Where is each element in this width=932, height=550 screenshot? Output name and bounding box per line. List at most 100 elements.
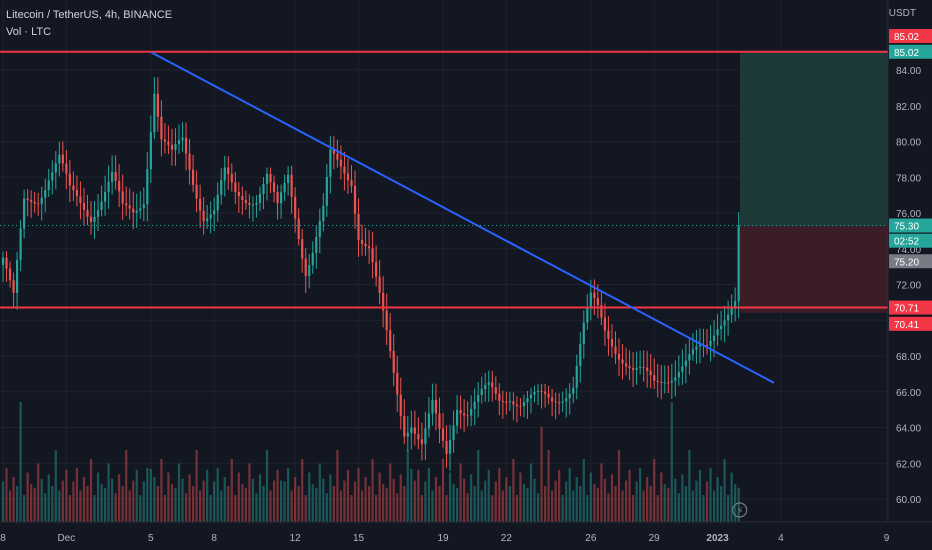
candle-body[interactable]	[255, 203, 258, 205]
candle-body[interactable]	[311, 252, 314, 266]
candle-body[interactable]	[128, 205, 131, 209]
candle-body[interactable]	[684, 360, 687, 367]
candle-body[interactable]	[558, 402, 561, 404]
candle-body[interactable]	[579, 343, 582, 366]
candle-body[interactable]	[234, 182, 237, 192]
candle-body[interactable]	[448, 439, 452, 454]
candle-body[interactable]	[434, 399, 438, 414]
candle-body[interactable]	[543, 391, 547, 394]
candle-body[interactable]	[649, 370, 652, 376]
candle-body[interactable]	[392, 350, 395, 373]
candle-body[interactable]	[346, 173, 350, 181]
candle-body[interactable]	[23, 198, 26, 229]
candle-body[interactable]	[424, 428, 427, 445]
candle-body[interactable]	[181, 137, 184, 141]
candle-body[interactable]	[279, 192, 283, 204]
candle-body[interactable]	[248, 203, 251, 205]
candle-body[interactable]	[646, 367, 649, 371]
candle-body[interactable]	[382, 292, 385, 311]
candle-body[interactable]	[163, 139, 167, 142]
candle-body[interactable]	[364, 243, 367, 247]
candle-body[interactable]	[413, 427, 416, 435]
time-axis[interactable]	[0, 522, 932, 550]
candle-body[interactable]	[575, 365, 578, 388]
candle-body[interactable]	[111, 172, 114, 182]
candle-body[interactable]	[75, 190, 79, 197]
candle-body[interactable]	[737, 225, 740, 302]
candle-body[interactable]	[603, 317, 607, 331]
candle-body[interactable]	[681, 366, 684, 373]
candle-body[interactable]	[47, 180, 50, 190]
candle-body[interactable]	[631, 368, 635, 371]
candle-body[interactable]	[332, 149, 335, 154]
candle-body[interactable]	[125, 203, 128, 206]
candle-body[interactable]	[491, 382, 494, 388]
candle-body[interactable]	[385, 310, 388, 331]
candle-body[interactable]	[61, 154, 64, 164]
candle-body[interactable]	[653, 375, 656, 381]
candle-body[interactable]	[93, 216, 96, 223]
candle-body[interactable]	[628, 366, 631, 369]
candle-body[interactable]	[540, 390, 543, 392]
candle-body[interactable]	[441, 428, 445, 441]
candle-body[interactable]	[508, 401, 511, 403]
candle-body[interactable]	[712, 335, 716, 341]
take-profit-zone[interactable]	[740, 51, 888, 226]
candle-body[interactable]	[406, 432, 409, 437]
candle-body[interactable]	[339, 159, 343, 167]
candle-body[interactable]	[410, 427, 413, 433]
candle-body[interactable]	[501, 400, 504, 402]
candle-body[interactable]	[174, 144, 177, 150]
candle-body[interactable]	[251, 204, 255, 206]
candle-body[interactable]	[677, 372, 680, 378]
candle-body[interactable]	[494, 387, 497, 394]
candle-body[interactable]	[156, 93, 159, 117]
candle-body[interactable]	[466, 415, 469, 417]
candle-body[interactable]	[177, 140, 181, 145]
candle-body[interactable]	[551, 397, 554, 402]
candle-body[interactable]	[505, 401, 508, 403]
candle-body[interactable]	[705, 344, 709, 346]
candle-body[interactable]	[114, 172, 117, 181]
candle-body[interactable]	[343, 166, 346, 174]
candle-body[interactable]	[582, 322, 585, 344]
candle-body[interactable]	[51, 172, 54, 181]
candle-body[interactable]	[287, 174, 290, 183]
candle-body[interactable]	[536, 390, 540, 392]
candle-body[interactable]	[420, 439, 423, 445]
candle-body[interactable]	[269, 173, 272, 183]
stop-loss-zone[interactable]	[740, 225, 888, 313]
candle-body[interactable]	[617, 353, 621, 360]
candle-body[interactable]	[723, 320, 726, 326]
candle-body[interactable]	[498, 393, 501, 401]
candle-body[interactable]	[167, 141, 170, 145]
candle-body[interactable]	[170, 144, 174, 150]
candle-body[interactable]	[417, 434, 420, 440]
candle-body[interactable]	[445, 440, 448, 454]
candle-body[interactable]	[237, 191, 240, 197]
candle-body[interactable]	[459, 409, 462, 414]
candle-body[interactable]	[191, 169, 195, 185]
candle-body[interactable]	[318, 221, 321, 237]
candle-body[interactable]	[258, 193, 262, 204]
candle-body[interactable]	[33, 201, 36, 204]
candle-body[interactable]	[624, 363, 628, 367]
candle-body[interactable]	[480, 389, 483, 396]
candle-body[interactable]	[698, 344, 702, 347]
candle-body[interactable]	[297, 218, 300, 240]
candle-body[interactable]	[396, 372, 399, 395]
price-axis[interactable]	[888, 0, 932, 550]
candle-body[interactable]	[37, 203, 40, 205]
candle-body[interactable]	[403, 416, 406, 437]
candle-body[interactable]	[586, 306, 589, 323]
candle-body[interactable]	[132, 208, 135, 213]
candle-body[interactable]	[730, 308, 733, 315]
candle-body[interactable]	[484, 384, 487, 390]
candle-body[interactable]	[26, 198, 29, 201]
candle-body[interactable]	[431, 399, 434, 414]
candle-body[interactable]	[68, 173, 71, 186]
candle-body[interactable]	[438, 413, 441, 429]
candle-body[interactable]	[308, 265, 311, 277]
candle-body[interactable]	[329, 149, 332, 177]
candle-body[interactable]	[65, 163, 68, 174]
